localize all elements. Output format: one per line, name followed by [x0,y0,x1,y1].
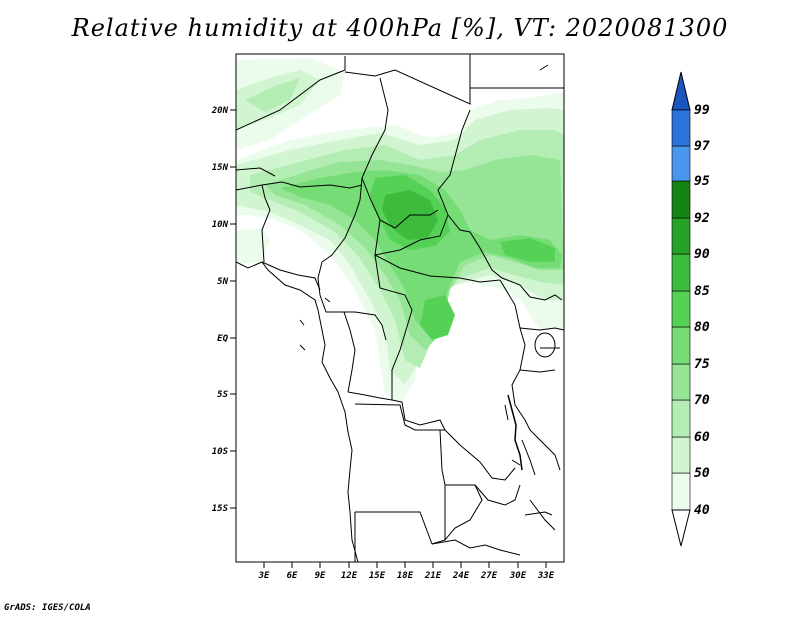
colorbar-segment [671,180,691,219]
colorbar-label: 70 [694,393,710,408]
colorbar-label: 60 [694,430,710,445]
lon-tick-label: 27E [480,571,498,581]
lat-tick-label: 15N [212,163,229,173]
lon-tick-label: 3E [258,571,270,581]
colorbar: 40 50 60 70 75 80 85 90 92 95 97 99 [671,71,710,547]
colorbar-label: 50 [694,466,710,481]
grads-credit: GrADS: IGES/COLA [4,603,91,613]
lat-tick-label: 5S [217,390,228,400]
colorbar-label: 95 [694,174,710,189]
colorbar-under-triangle [671,509,691,547]
lon-tick-label: 21E [424,571,442,581]
lat-tick-label: 15S [212,504,229,514]
lon-tick-label: 18E [397,571,414,581]
colorbar-segment [671,363,691,401]
longitude-axis: 3E 6E 9E 12E 15E 18E 21E 24E 27E 30E 33E [258,562,555,581]
colorbar-segment [671,217,691,255]
colorbar-label: 92 [694,211,710,226]
colorbar-label: 99 [694,103,710,118]
lat-tick-label: 10N [212,220,229,230]
colorbar-segment [671,290,691,328]
colorbar-segment [671,145,691,182]
lon-tick-label: 9E [315,571,326,581]
rh-contour-75 [280,170,562,335]
lon-tick-label: 24E [452,571,470,581]
lat-tick-label: 10S [212,447,229,457]
lon-tick-label: 12E [341,571,358,581]
latitude-axis: 20N 15N 10N 5N EQ 5S 10S 15S [211,106,236,514]
colorbar-segment [671,399,691,438]
lat-tick-label: 5N [217,277,228,287]
colorbar-over-triangle [671,71,691,111]
colorbar-label: 85 [694,284,710,299]
colorbar-segment [671,436,691,474]
chart-title: Relative humidity at 400hPa [%], VT: 202… [71,14,729,42]
colorbar-label: 40 [694,503,710,518]
lon-tick-label: 15E [369,571,386,581]
colorbar-label: 80 [694,320,710,335]
map-frame [235,53,565,563]
lat-tick-label: EQ [217,334,228,344]
lon-tick-label: 30E [509,571,527,581]
humidity-shading [236,58,564,405]
colorbar-label: 75 [694,357,710,372]
colorbar-label: 97 [694,139,710,154]
colorbar-segment [671,326,691,365]
lat-tick-label: 20N [211,106,229,116]
colorbar-segment [671,472,691,511]
lon-tick-label: 6E [287,571,298,581]
colorbar-segment [671,109,691,147]
colorbar-segment [671,253,691,292]
colorbar-label: 90 [694,247,710,262]
country-borders [236,54,564,562]
lon-tick-label: 33E [537,571,555,581]
